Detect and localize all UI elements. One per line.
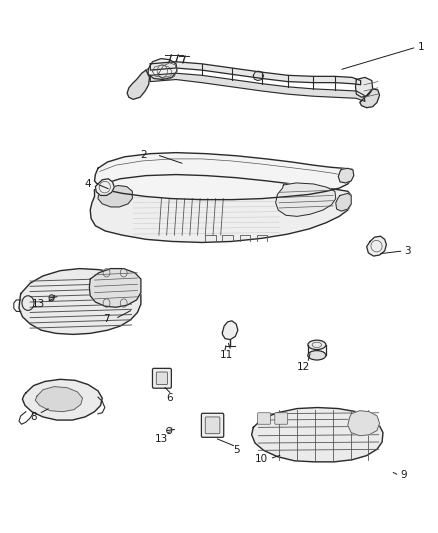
Text: 9: 9 [400, 471, 407, 480]
Polygon shape [22, 379, 102, 420]
Text: 4: 4 [85, 179, 92, 189]
FancyBboxPatch shape [152, 368, 171, 388]
Polygon shape [336, 193, 351, 211]
Text: 13: 13 [155, 434, 168, 444]
Polygon shape [367, 236, 386, 256]
Text: 3: 3 [405, 246, 411, 256]
Polygon shape [276, 183, 336, 216]
Text: 1: 1 [417, 42, 424, 52]
FancyBboxPatch shape [156, 372, 167, 384]
Text: 8: 8 [30, 412, 37, 422]
Text: 5: 5 [233, 446, 240, 455]
Polygon shape [90, 175, 351, 243]
Polygon shape [95, 152, 353, 200]
Polygon shape [223, 321, 238, 340]
Polygon shape [35, 386, 82, 411]
Text: 6: 6 [166, 393, 173, 403]
Polygon shape [127, 70, 149, 99]
Polygon shape [19, 269, 141, 334]
FancyBboxPatch shape [258, 413, 271, 424]
Polygon shape [338, 168, 354, 183]
Polygon shape [253, 71, 264, 80]
Polygon shape [95, 179, 114, 196]
Text: 2: 2 [141, 150, 147, 160]
Polygon shape [150, 62, 360, 85]
Ellipse shape [308, 351, 326, 360]
Text: 13: 13 [32, 299, 46, 309]
Ellipse shape [308, 340, 326, 350]
Polygon shape [348, 410, 380, 436]
Polygon shape [251, 408, 383, 462]
Polygon shape [89, 269, 141, 307]
Text: 12: 12 [297, 362, 310, 372]
Text: 7: 7 [103, 314, 110, 324]
Polygon shape [148, 59, 177, 79]
FancyBboxPatch shape [275, 413, 288, 424]
Polygon shape [150, 73, 365, 101]
FancyBboxPatch shape [201, 413, 224, 437]
Text: 10: 10 [254, 454, 268, 464]
FancyBboxPatch shape [205, 417, 220, 434]
Text: 11: 11 [220, 350, 233, 360]
Polygon shape [98, 185, 132, 207]
Polygon shape [360, 89, 380, 108]
Polygon shape [356, 77, 373, 97]
